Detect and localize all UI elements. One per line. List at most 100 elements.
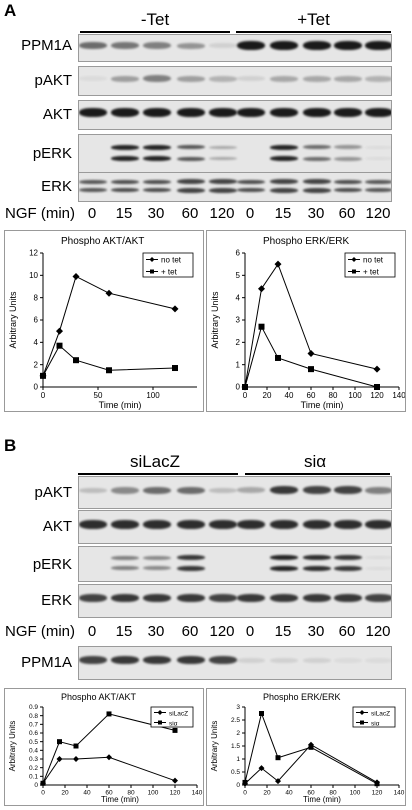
- x-tick-label: 140: [394, 790, 405, 797]
- panel-b-time-tick: 120: [365, 623, 391, 640]
- time-axis-label-a: NGF (min): [5, 205, 75, 222]
- x-tick-label: 120: [370, 391, 384, 400]
- x-tick-label: 40: [285, 391, 294, 400]
- blot-band: [177, 157, 205, 161]
- y-axis-label: Arbitrary Units: [8, 291, 18, 349]
- x-tick-label: 80: [127, 790, 135, 797]
- legend-marker-diamond: [359, 710, 365, 715]
- blot-band: [111, 188, 139, 192]
- blot-band: [177, 487, 205, 494]
- y-axis-label: Arbitrary Units: [8, 721, 17, 772]
- group-line-sialpha: [245, 473, 390, 475]
- blot-band: [209, 108, 237, 117]
- blot-band: [237, 108, 265, 117]
- data-point-square: [258, 323, 265, 330]
- time-axis-label-b: NGF (min): [5, 623, 75, 640]
- data-point-diamond: [171, 305, 179, 313]
- panel-b-time-tick: 120: [209, 623, 235, 640]
- y-tick-label: 0.2: [29, 765, 38, 772]
- blot-band: [111, 180, 139, 184]
- y-tick-label: 3: [236, 316, 241, 325]
- chart-box-b-akt: Phospho AKT/AKT 0 0.1 0.2 0.3 0.4 0.5 0.6 0.7 0.8…: [4, 688, 204, 806]
- blot-label-b-perk: pERK: [32, 556, 72, 573]
- blot-band: [111, 656, 139, 664]
- blot-band: [365, 658, 391, 663]
- panel-b-time-tick: 0: [87, 623, 97, 640]
- blot-erk: [78, 172, 392, 202]
- blot-b-erk: [78, 584, 392, 618]
- chart-box-a-akt: Phospho AKT/AKT 0 2 4 6 8 10 12 0 50 100 Time (min)…: [4, 230, 204, 412]
- blot-label-akt: AKT: [42, 106, 72, 123]
- legend-label: siLacZ: [371, 711, 390, 718]
- blot-band: [143, 556, 171, 560]
- blot-band: [143, 75, 171, 82]
- blot-band: [334, 180, 362, 184]
- blot-band: [177, 566, 205, 571]
- data-point-square: [172, 727, 178, 733]
- group-label-silacz: siLacZ: [129, 452, 181, 471]
- blot-b-pakt: [78, 476, 392, 509]
- y-tick-label: 5: [236, 271, 241, 280]
- blot-band: [79, 76, 107, 81]
- blot-band: [143, 566, 171, 570]
- blot-band: [303, 179, 331, 184]
- y-axis-label: Arbitrary Units: [210, 291, 220, 349]
- blot-label-b-ppm1a: PPM1A: [21, 654, 72, 671]
- data-point-square: [40, 780, 46, 786]
- blot-label-erk: ERK: [41, 178, 72, 195]
- blot-band: [111, 156, 139, 161]
- blot-band: [365, 41, 391, 50]
- x-tick-label: 100: [350, 790, 361, 797]
- blot-band: [270, 179, 298, 184]
- x-tick-label: 20: [263, 391, 272, 400]
- blot-band: [209, 157, 237, 160]
- panel-a-time-tick: 120: [209, 205, 235, 222]
- series-line: [42, 756, 176, 784]
- x-tick-label: 100: [148, 790, 159, 797]
- data-point-square: [242, 384, 248, 390]
- blot-band: [270, 520, 298, 529]
- series-line: [244, 744, 378, 785]
- blot-band: [209, 146, 237, 149]
- group-line-plus-tet: [236, 31, 391, 33]
- blot-band: [209, 76, 237, 82]
- chart-a-akt: Phospho AKT/AKT 0 2 4 6 8 10 12 0 50 100 Time (min)…: [8, 236, 197, 410]
- blot-band: [79, 488, 107, 493]
- y-tick-label: 6: [236, 249, 241, 258]
- blot-perk: [78, 134, 392, 174]
- blot-band: [270, 566, 298, 571]
- blot-band: [177, 656, 205, 664]
- x-tick-label: 140: [192, 790, 203, 797]
- blot-band: [111, 42, 139, 49]
- blot-band: [270, 76, 298, 82]
- blot-band: [79, 188, 107, 192]
- blot-label-perk: pERK: [32, 145, 72, 162]
- panel-b-letter: B: [4, 436, 17, 455]
- blot-band: [303, 76, 331, 82]
- data-point-square: [73, 743, 79, 749]
- blot-b-perk: [78, 546, 392, 582]
- x-tick-label: 0: [41, 790, 45, 797]
- blot-band: [270, 658, 298, 663]
- blot-band: [237, 487, 265, 493]
- blot-b-akt: [78, 510, 392, 544]
- x-tick-label: 50: [94, 391, 103, 400]
- panel-b-time-tick: 30: [307, 623, 325, 640]
- y-tick-label: 0: [236, 782, 240, 789]
- y-tick-label: 8: [34, 293, 39, 302]
- chart-title: Phospho AKT/AKT: [61, 236, 144, 247]
- blot-label-b-erk: ERK: [41, 592, 72, 609]
- x-tick-label: 60: [307, 790, 315, 797]
- chart-title: Phospho ERK/ERK: [263, 692, 341, 702]
- y-tick-label: 0.7: [29, 722, 38, 729]
- chart-title: Phospho ERK/ERK: [263, 236, 349, 247]
- data-point-diamond: [56, 756, 63, 762]
- blot-band: [143, 108, 171, 117]
- group-label-minus-tet: -Tet: [140, 10, 170, 29]
- chart-b-akt: Phospho AKT/AKT00.10.20.30.40.50.60.70.8…: [8, 692, 203, 804]
- y-tick-label: 1: [236, 756, 240, 763]
- blot-band: [365, 556, 391, 559]
- blot-band: [177, 188, 205, 193]
- x-axis-label: Time (min): [101, 795, 139, 804]
